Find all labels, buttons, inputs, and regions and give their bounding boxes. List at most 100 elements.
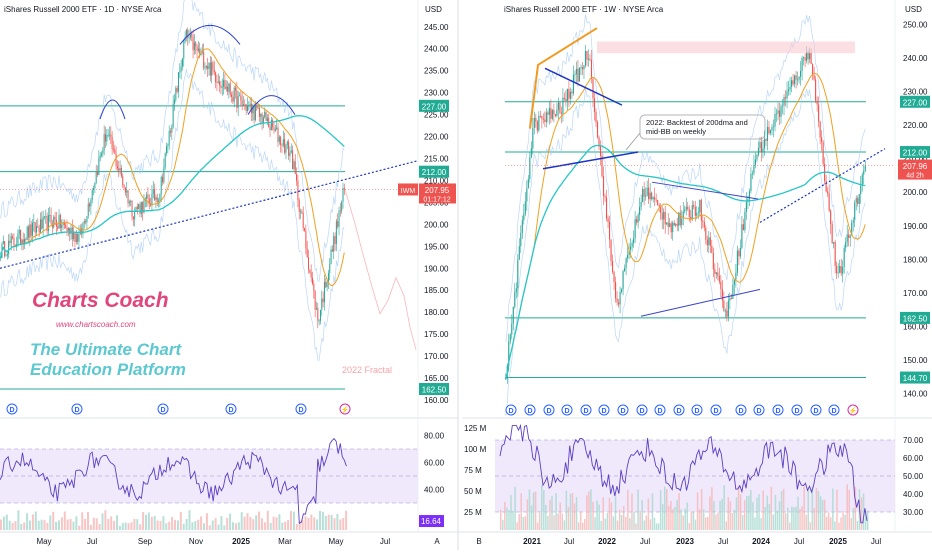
left-event-badge[interactable] bbox=[71, 403, 83, 415]
right-event-badge[interactable] bbox=[791, 404, 803, 416]
right-event-badge[interactable] bbox=[735, 404, 747, 416]
right-candle bbox=[733, 279, 735, 285]
right-level-badge[interactable] bbox=[900, 311, 930, 324]
right-event-badge[interactable] bbox=[580, 404, 592, 416]
annotation-callout[interactable] bbox=[639, 114, 766, 140]
left-volume-bar bbox=[139, 524, 142, 530]
right-event-badge[interactable] bbox=[710, 404, 722, 416]
left-candle bbox=[8, 240, 10, 255]
right-candle bbox=[781, 105, 784, 107]
right-candle bbox=[807, 51, 809, 60]
right-event-badge[interactable] bbox=[753, 404, 765, 416]
left-top-arc[interactable] bbox=[179, 24, 241, 45]
right-candle bbox=[633, 238, 635, 244]
right-candle bbox=[679, 212, 681, 226]
left-candle bbox=[219, 81, 221, 86]
right-event-badge-label: D bbox=[813, 408, 818, 415]
right-event-badge[interactable] bbox=[598, 404, 610, 416]
left-top-arc[interactable] bbox=[99, 99, 126, 120]
right-event-badge[interactable] bbox=[673, 404, 685, 416]
left-event-badge[interactable] bbox=[157, 403, 169, 415]
left-candle bbox=[200, 52, 202, 55]
right-volume-bar bbox=[582, 522, 584, 530]
right-volume-bar bbox=[639, 511, 641, 530]
left-candle bbox=[77, 233, 79, 242]
right-candle bbox=[515, 288, 517, 293]
right-triangle-2-lower[interactable] bbox=[640, 288, 761, 317]
left-rsi-value: 16.64 bbox=[421, 517, 442, 526]
right-event-badge[interactable] bbox=[691, 404, 703, 416]
right-event-badge[interactable] bbox=[636, 404, 648, 416]
left-volume-bar bbox=[107, 518, 110, 530]
right-orange-trendline[interactable] bbox=[529, 27, 598, 129]
right-lightning-icon[interactable] bbox=[847, 404, 859, 416]
left-volume-bar bbox=[58, 520, 60, 530]
left-candle bbox=[132, 216, 134, 220]
left-volume-bar bbox=[327, 514, 330, 530]
left-price-tick: 185.00 bbox=[424, 286, 449, 295]
right-event-badge[interactable] bbox=[772, 404, 784, 416]
left-candle bbox=[329, 264, 331, 274]
right-candle bbox=[602, 175, 605, 197]
left-candle bbox=[146, 194, 148, 199]
right-candle bbox=[852, 220, 854, 223]
left-volume-bar bbox=[307, 518, 310, 530]
right-event-badge[interactable] bbox=[654, 404, 666, 416]
left-candle bbox=[281, 144, 283, 146]
right-rsi-tick: 30.00 bbox=[903, 508, 924, 517]
right-level-badge[interactable] bbox=[900, 371, 930, 384]
left-candle bbox=[130, 200, 132, 202]
right-candle bbox=[827, 191, 829, 194]
right-event-badge[interactable] bbox=[524, 404, 536, 416]
right-volume-bar bbox=[778, 501, 781, 530]
right-event-badge[interactable] bbox=[828, 404, 840, 416]
left-level-badge[interactable] bbox=[419, 383, 449, 396]
right-triangle-lower[interactable] bbox=[542, 151, 639, 170]
right-volume-bar bbox=[561, 513, 563, 530]
left-level-badge[interactable] bbox=[419, 165, 449, 178]
left-ma-long-line bbox=[0, 115, 345, 258]
right-event-badge[interactable] bbox=[617, 404, 629, 416]
right-volume-bar bbox=[809, 522, 812, 530]
left-candle bbox=[242, 104, 244, 106]
right-volume-bar bbox=[557, 513, 559, 530]
left-candle bbox=[43, 216, 45, 218]
right-trendline[interactable] bbox=[759, 148, 886, 223]
left-candle bbox=[116, 166, 118, 169]
left-candle bbox=[35, 226, 37, 233]
left-candle bbox=[244, 104, 246, 106]
right-candle bbox=[619, 292, 621, 305]
right-event-badge[interactable] bbox=[810, 404, 822, 416]
right-candle bbox=[521, 220, 523, 233]
left-candle bbox=[175, 87, 177, 100]
right-event-badge[interactable] bbox=[543, 404, 555, 416]
left-candle bbox=[111, 136, 113, 150]
right-candle bbox=[654, 197, 656, 200]
right-candle bbox=[634, 219, 636, 239]
left-top-arc[interactable] bbox=[247, 95, 296, 115]
left-lightning-icon[interactable] bbox=[339, 403, 351, 415]
right-volume-bar bbox=[823, 499, 826, 530]
right-triangle-upper[interactable] bbox=[544, 67, 623, 106]
brand-url[interactable]: www.chartscoach.com bbox=[56, 320, 136, 329]
right-triangle-2-upper[interactable] bbox=[651, 181, 759, 200]
right-event-badge[interactable] bbox=[561, 404, 573, 416]
left-event-badge[interactable] bbox=[295, 403, 307, 415]
left-event-badge[interactable] bbox=[6, 403, 18, 415]
left-level-badge[interactable] bbox=[419, 99, 449, 112]
right-event-badge-label: D bbox=[620, 408, 625, 415]
left-candle bbox=[333, 236, 335, 252]
right-volume-bar bbox=[840, 517, 842, 530]
left-event-badge[interactable] bbox=[225, 403, 237, 415]
right-event-badge[interactable] bbox=[505, 404, 517, 416]
right-level-badge[interactable] bbox=[900, 95, 930, 108]
right-level-badge[interactable] bbox=[900, 146, 930, 159]
left-lightning-glyph: ⚡ bbox=[341, 405, 350, 414]
right-candle bbox=[863, 170, 865, 175]
left-candle bbox=[188, 37, 190, 39]
left-candle bbox=[327, 273, 329, 283]
right-candle bbox=[757, 148, 760, 156]
right-candle bbox=[860, 185, 862, 195]
right-volume-bar bbox=[668, 505, 670, 530]
